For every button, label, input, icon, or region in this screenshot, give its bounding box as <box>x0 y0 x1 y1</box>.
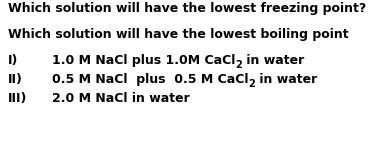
Text: in water: in water <box>242 54 304 67</box>
Text: 0.5 M NaCl  plus  0.5 M CaCl: 0.5 M NaCl plus 0.5 M CaCl <box>52 73 248 86</box>
Text: in water: in water <box>255 73 318 86</box>
Text: Which solution will have the lowest freezing point?: Which solution will have the lowest free… <box>8 2 366 15</box>
Text: Which solution will have the lowest boiling point: Which solution will have the lowest boil… <box>8 28 349 41</box>
Text: III): III) <box>8 92 27 105</box>
Text: 1.0 M NaCl plus 1.0M CaCl: 1.0 M NaCl plus 1.0M CaCl <box>52 54 235 67</box>
Text: 2: 2 <box>235 60 242 70</box>
Text: II): II) <box>8 73 23 86</box>
Text: 2: 2 <box>248 79 255 89</box>
Text: I): I) <box>8 54 18 67</box>
Text: 2.0 M NaCl in water: 2.0 M NaCl in water <box>52 92 190 105</box>
